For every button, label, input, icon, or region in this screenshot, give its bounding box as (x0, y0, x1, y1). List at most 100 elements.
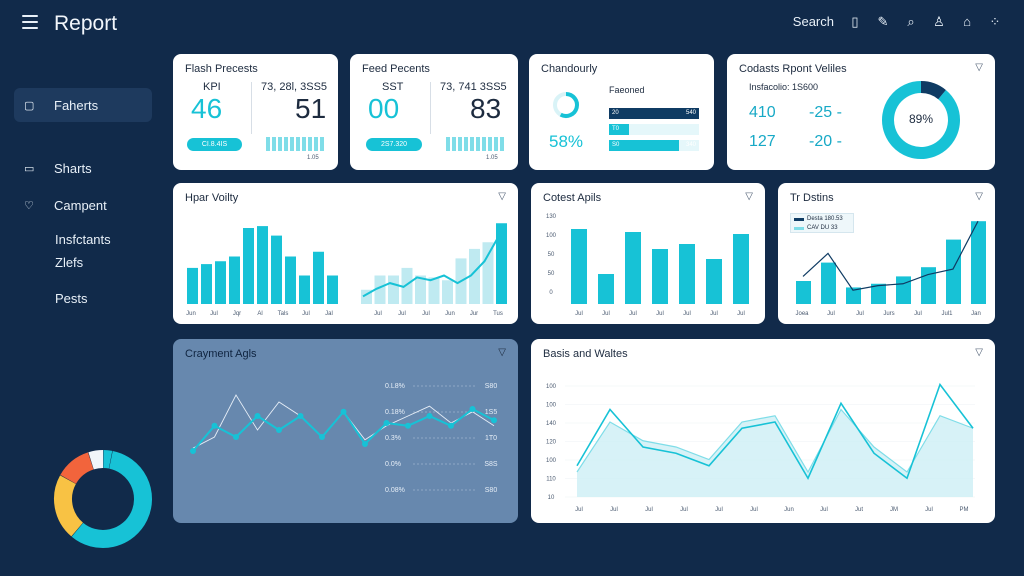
cotest-bar-chart: 130 100 50 50 0 Jul Jul Jul Jul Jul Jul Jul (546, 214, 749, 317)
search-icon[interactable]: ⌕ (907, 13, 915, 29)
sidebar-item-faherts[interactable]: ▢ Faherts (14, 88, 152, 122)
app-title: Report (54, 12, 118, 35)
card-menu-chevron-icon[interactable]: ▽ (498, 191, 506, 202)
divider (251, 82, 252, 134)
bar (679, 244, 695, 304)
sidebar-sub-insfctants[interactable]: Insfctants (55, 232, 111, 247)
kpi-label: KPI (203, 81, 221, 93)
donut-slice (54, 475, 84, 537)
metric-a-2: 127 (749, 133, 776, 150)
y-tick-label: 130 (546, 214, 557, 220)
bar (187, 267, 198, 304)
y-tick-label-right: 1S5 (485, 409, 498, 416)
hbar-fill (609, 140, 680, 151)
bar (299, 275, 310, 304)
search-label[interactable]: Search (792, 14, 834, 29)
hbar-label: T0 (612, 126, 620, 132)
chart-icon[interactable]: ▯ (851, 13, 859, 29)
x-tick-label: Jun (186, 311, 196, 317)
card-title: Codasts Rpont Veliles (739, 63, 847, 75)
data-point (340, 408, 347, 415)
gauge-ring (553, 92, 579, 118)
home-icon[interactable]: ⌂ (963, 14, 971, 29)
y-tick-label: 100 (546, 384, 557, 390)
x-tick-label: Jul (422, 311, 430, 317)
card-title: Basis and Waltes (543, 348, 628, 360)
x-tick-label: Jul (374, 311, 382, 317)
kpi-value: 46 (191, 93, 223, 124)
y-tick-label-right: S80 (485, 383, 498, 390)
y-tick-label: 0.18% (385, 409, 405, 416)
card-menu-chevron-icon[interactable]: ▽ (975, 191, 983, 202)
series-line-secondary (192, 394, 495, 449)
bar (388, 275, 399, 304)
card-menu-chevron-icon[interactable]: ▽ (498, 347, 506, 358)
card-menu-chevron-icon[interactable]: ▽ (745, 191, 753, 202)
x-tick-label: Jul (925, 507, 933, 513)
x-tick-label: Jul (575, 311, 583, 317)
hpar-chart: Jun Jul Jqr Al Tals Jul Jal Jul Jul Jul Jun Jur Tus (186, 223, 507, 317)
x-tick-label: Jul (645, 507, 653, 513)
data-point (233, 434, 239, 440)
grid-icon[interactable]: ⁘ (989, 13, 1001, 29)
top-actions: Search ▯ ✎ ⌕ ♙ ⌂ ⁘ (792, 13, 1002, 30)
card-title: Cotest Apils (543, 192, 602, 204)
sidebar-sub-zlefs[interactable]: Zlefs (55, 255, 84, 270)
file-icon: ▢ (24, 99, 35, 112)
y-tick-label: 50 (548, 271, 555, 277)
metric-b-2: -20 - (809, 133, 842, 150)
hbar-row: T0 (609, 124, 699, 135)
user-icon[interactable]: ♙ (933, 13, 945, 29)
series-line (802, 220, 979, 291)
bar (428, 277, 440, 304)
x-tick-label: PM (960, 507, 969, 513)
legend-entry: CAV DU 33 (807, 225, 838, 231)
data-point (469, 406, 476, 412)
hbar-fill (609, 108, 699, 119)
data-point (362, 441, 368, 447)
x-tick-label: Jqr (233, 311, 241, 317)
x-tick-label: Jun (445, 311, 455, 317)
y-tick-label: 140 (546, 421, 557, 427)
sidebar-sub-pests[interactable]: Pests (55, 291, 88, 306)
bar (625, 232, 641, 304)
donut-remainder (920, 81, 946, 100)
card-icon: ▭ (24, 162, 35, 175)
metric-a-1: 410 (749, 104, 776, 121)
card-title: Flash Precests (185, 63, 258, 75)
data-point (190, 448, 196, 454)
card-menu-chevron-icon[interactable]: ▽ (975, 62, 983, 73)
card-feed-pecents: Feed Pecents SST 00 73, 741 3SS5 83 2S7.… (350, 54, 518, 170)
x-tick-label: Jun (784, 507, 794, 513)
bar (846, 287, 861, 304)
y-tick-label: 0.L8% (385, 383, 405, 390)
bar (921, 267, 936, 304)
x-tick-label: Jul (856, 311, 864, 317)
legend-entry: Desta 180.53 (807, 216, 843, 222)
bar (821, 262, 836, 304)
bar (652, 249, 668, 304)
heart-icon: ♡ (24, 199, 34, 212)
bar (401, 267, 413, 304)
card-tr-dstins: Tr Dstins ▽ Desta 180.53 CAV DU 33 Joea J… (778, 183, 995, 324)
area-line (576, 408, 974, 474)
sidebar-item-sharts[interactable]: ▭ Sharts (24, 160, 92, 176)
bar (896, 276, 911, 304)
bar (285, 256, 296, 304)
hamburger-menu-icon[interactable] (22, 15, 38, 29)
horizontal-bars: 20 540 T0 S0 340 (609, 108, 699, 156)
data-point (405, 422, 411, 429)
bar (796, 281, 811, 304)
card-menu-chevron-icon[interactable]: ▽ (975, 347, 983, 358)
pen-icon[interactable]: ✎ (877, 13, 889, 29)
sidebar-item-campent[interactable]: ♡ Campent (24, 197, 107, 213)
data-point (254, 413, 261, 419)
x-tick-label: Jal (325, 311, 333, 317)
status-pill: 2S7.320 (366, 138, 422, 151)
x-tick-label: Jul (656, 311, 664, 317)
sidebar-donut-chart (54, 449, 152, 548)
kpi-meta: 73, 741 3SS5 (440, 81, 507, 93)
donut-slice (88, 449, 104, 470)
kpi-meta: 73, 28l, 3SS5 (261, 81, 328, 93)
y-tick-label: 0.08% (385, 487, 405, 494)
